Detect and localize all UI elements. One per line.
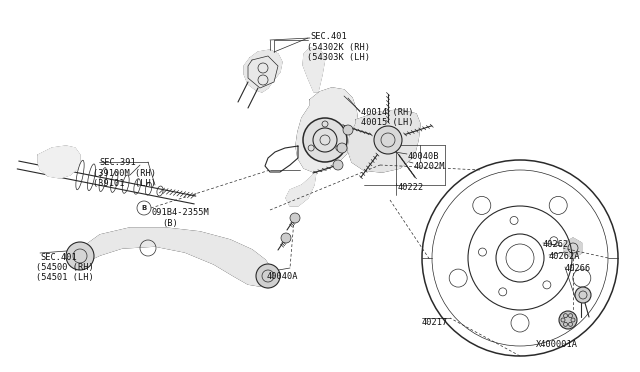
Circle shape	[343, 125, 353, 135]
Text: B: B	[141, 205, 147, 211]
Text: 40217: 40217	[422, 318, 448, 327]
Text: 40266: 40266	[565, 264, 591, 273]
Text: 40014 (RH): 40014 (RH)	[361, 108, 413, 117]
Polygon shape	[296, 88, 358, 172]
Circle shape	[256, 264, 280, 288]
Text: (39101  (LH): (39101 (LH)	[93, 179, 156, 188]
Polygon shape	[303, 48, 325, 92]
Polygon shape	[260, 266, 276, 288]
Circle shape	[66, 242, 94, 270]
Text: (54500 (RH): (54500 (RH)	[36, 263, 93, 272]
Text: 40222: 40222	[398, 183, 424, 192]
Circle shape	[374, 126, 402, 154]
Text: SEC.391: SEC.391	[99, 158, 136, 167]
Text: 40040B: 40040B	[408, 152, 440, 161]
Text: (54303K (LH): (54303K (LH)	[307, 53, 370, 62]
Text: X400001A: X400001A	[536, 340, 578, 349]
Text: 40262A: 40262A	[549, 252, 580, 261]
Polygon shape	[244, 50, 282, 92]
Circle shape	[281, 233, 291, 243]
Text: (54302K (RH): (54302K (RH)	[307, 43, 370, 52]
Text: 40262: 40262	[543, 240, 569, 249]
Polygon shape	[286, 172, 316, 206]
Text: (B): (B)	[162, 219, 178, 228]
Text: 091B4-2355M: 091B4-2355M	[151, 208, 209, 217]
Circle shape	[559, 311, 577, 329]
Text: 40202M: 40202M	[414, 162, 445, 171]
Text: (39100M (RH): (39100M (RH)	[93, 169, 156, 178]
Polygon shape	[38, 146, 80, 178]
Polygon shape	[564, 238, 582, 258]
Circle shape	[333, 160, 343, 170]
Polygon shape	[348, 110, 420, 172]
Text: 40040A: 40040A	[267, 272, 298, 281]
Text: (54501 (LH): (54501 (LH)	[36, 273, 93, 282]
Circle shape	[290, 213, 300, 223]
Circle shape	[303, 118, 347, 162]
Text: 40015 (LH): 40015 (LH)	[361, 118, 413, 127]
Circle shape	[337, 143, 347, 153]
Polygon shape	[76, 228, 272, 286]
Circle shape	[575, 287, 591, 303]
Text: SEC.401: SEC.401	[310, 32, 347, 41]
Text: SEC.401: SEC.401	[40, 253, 77, 262]
